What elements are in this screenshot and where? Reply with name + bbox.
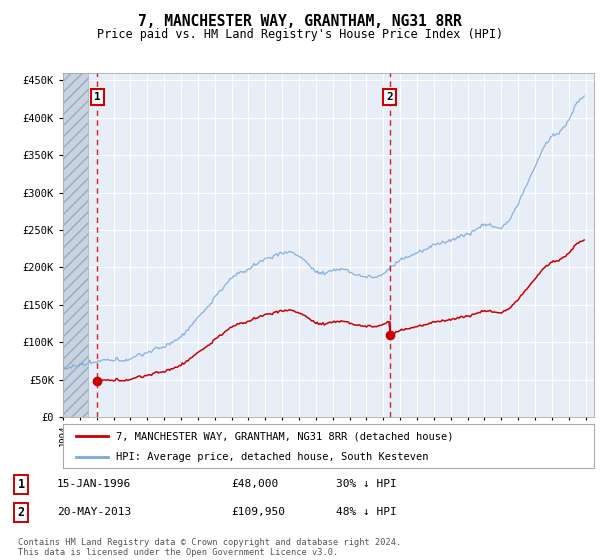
Bar (63, 73, 88, 417)
Text: 7, MANCHESTER WAY, GRANTHAM, NG31 8RR (detached house): 7, MANCHESTER WAY, GRANTHAM, NG31 8RR (d… (116, 431, 454, 441)
Text: 30% ↓ HPI: 30% ↓ HPI (336, 479, 397, 489)
Text: Price paid vs. HM Land Registry's House Price Index (HPI): Price paid vs. HM Land Registry's House … (97, 28, 503, 41)
Text: 48% ↓ HPI: 48% ↓ HPI (336, 507, 397, 517)
Text: 2: 2 (386, 92, 393, 102)
Text: 1: 1 (94, 92, 101, 102)
Text: 1: 1 (17, 478, 25, 491)
Text: 7, MANCHESTER WAY, GRANTHAM, NG31 8RR: 7, MANCHESTER WAY, GRANTHAM, NG31 8RR (138, 14, 462, 29)
Text: 2: 2 (17, 506, 25, 519)
Text: 15-JAN-1996: 15-JAN-1996 (57, 479, 131, 489)
Text: Contains HM Land Registry data © Crown copyright and database right 2024.
This d: Contains HM Land Registry data © Crown c… (18, 538, 401, 557)
Text: £48,000: £48,000 (231, 479, 278, 489)
Text: HPI: Average price, detached house, South Kesteven: HPI: Average price, detached house, Sout… (116, 452, 428, 462)
Text: 20-MAY-2013: 20-MAY-2013 (57, 507, 131, 517)
Text: £109,950: £109,950 (231, 507, 285, 517)
